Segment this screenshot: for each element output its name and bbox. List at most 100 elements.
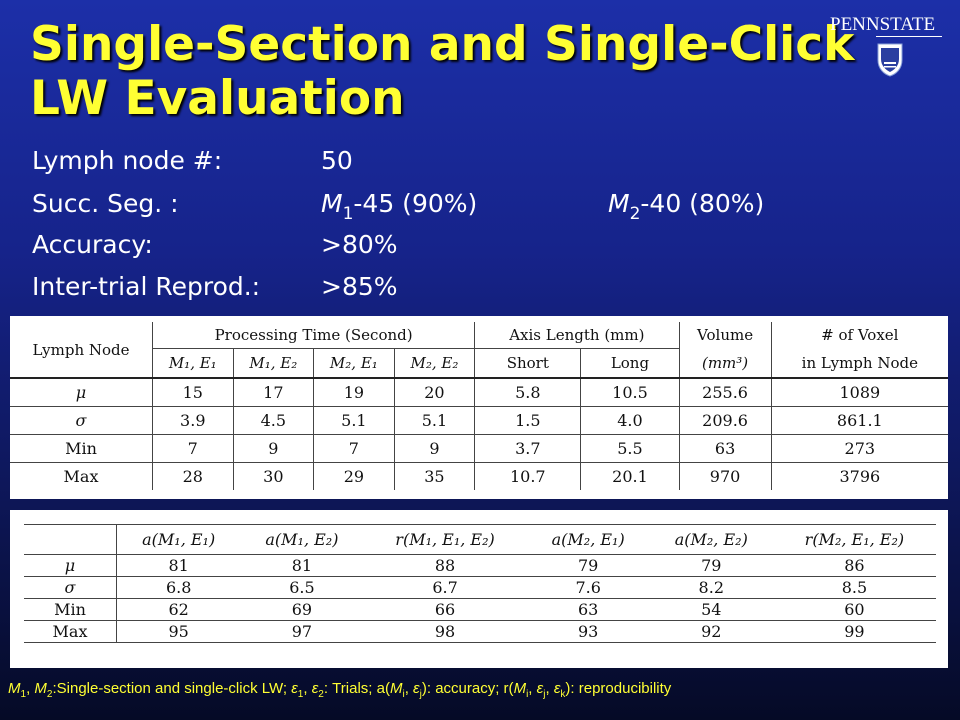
table-cell: 81 bbox=[168, 556, 189, 575]
table-cell: 69 bbox=[291, 600, 313, 619]
table-cell: 66 bbox=[434, 600, 456, 619]
subheader-m2e1: M₂, E₁ bbox=[313, 348, 395, 378]
table-cell: 60 bbox=[844, 600, 865, 619]
header-a-m1e1: a(M₁, E₁) bbox=[142, 530, 216, 549]
row-label: Max bbox=[10, 462, 153, 490]
pennstate-wordmark: PENNSTATE bbox=[830, 14, 936, 35]
header-r-m2: r(M₂, E₁, E₂) bbox=[804, 530, 905, 549]
table-cell: 95 bbox=[168, 622, 189, 641]
fn-e1: ε bbox=[291, 680, 298, 697]
fn-ek-sub: k bbox=[560, 689, 566, 700]
table-cell: 5.1 bbox=[394, 406, 476, 434]
fn-ej2-sub: j bbox=[543, 689, 546, 700]
subheader-voxel-desc: in Lymph Node bbox=[801, 353, 918, 372]
logo-rule bbox=[876, 36, 942, 37]
table-cell: 63 bbox=[679, 434, 772, 462]
row-label: μ bbox=[10, 378, 153, 406]
fn-desc3: ): accuracy; r( bbox=[421, 680, 514, 697]
seg-m1-symbol: M bbox=[321, 189, 343, 218]
row-header: Lymph Node bbox=[10, 322, 153, 379]
fn-ej2: ε bbox=[536, 680, 544, 697]
table-cell: 63 bbox=[577, 600, 599, 619]
table-row: Max 28 30 29 35 10.7 20.1 970 3796 bbox=[10, 462, 948, 490]
table-cell: 273 bbox=[844, 438, 876, 458]
fn-m1: M bbox=[8, 680, 21, 697]
row-label: Min bbox=[10, 434, 153, 462]
table-cell: 8.5 bbox=[841, 578, 868, 597]
table-cell: 5.1 bbox=[313, 406, 395, 434]
accuracy-table-panel: a(M₁, E₁) a(M₁, E₂) r(M₁, E₁, E₂) a(M₂, … bbox=[10, 510, 948, 668]
table-cell: 10.7 bbox=[474, 462, 582, 490]
accuracy-table: a(M₁, E₁) a(M₁, E₂) r(M₁, E₁, E₂) a(M₂, … bbox=[24, 524, 936, 643]
fn-m2: M bbox=[34, 680, 47, 697]
table-cell: 79 bbox=[701, 556, 722, 575]
table-cell: 92 bbox=[701, 622, 722, 641]
processing-time-table: Lymph Node Processing Time (Second) Axis… bbox=[10, 322, 948, 490]
table-cell: 5.5 bbox=[580, 434, 680, 462]
table-cell: 9 bbox=[394, 434, 476, 462]
table-cell: 20.1 bbox=[580, 462, 680, 490]
table-cell: 19 bbox=[313, 378, 395, 406]
table-row: σ 3.9 4.5 5.1 5.1 1.5 4.0 209.6 861.1 bbox=[10, 406, 948, 434]
table-cell: 88 bbox=[434, 556, 456, 575]
fn-sep3: , bbox=[404, 680, 414, 697]
table-cell: 4.0 bbox=[580, 406, 680, 434]
table-cell: 6.5 bbox=[289, 578, 315, 597]
header-r-m1: r(M₁, E₁, E₂) bbox=[395, 530, 495, 549]
group-header-processing: Processing Time (Second) bbox=[152, 322, 476, 349]
table-cell: 30 bbox=[233, 462, 315, 490]
fn-m2-sub: 2 bbox=[46, 689, 53, 700]
fn-ej: ε bbox=[413, 680, 420, 697]
fn-e2-sub: 2 bbox=[318, 689, 324, 700]
table-cell: 5.8 bbox=[474, 378, 582, 406]
table-cell: 1089 bbox=[839, 382, 881, 402]
fn-ej-sub: j bbox=[419, 689, 422, 700]
fn-sep4: , bbox=[528, 680, 537, 697]
table-cell: 7 bbox=[313, 434, 395, 462]
stat-seg-label: Succ. Seg. : bbox=[32, 189, 179, 218]
table-cell: 209.6 bbox=[679, 406, 772, 434]
table-row: μ 81 81 88 79 79 86 bbox=[24, 554, 936, 577]
table-cell: 7 bbox=[152, 434, 234, 462]
table-row: μ 15 17 19 20 5.8 10.5 255.6 1089 bbox=[10, 378, 948, 406]
table-cell: 4.5 bbox=[233, 406, 315, 434]
fn-m1-sub: 1 bbox=[20, 689, 27, 700]
table-row: Min 7 9 7 9 3.7 5.5 63 273 bbox=[10, 434, 948, 462]
row-label: μ bbox=[24, 554, 117, 577]
slide-title: Single-Section and Single-Click LW Evalu… bbox=[30, 17, 855, 126]
stat-lymph-value: 50 bbox=[321, 146, 353, 175]
stat-seg-m2: M2-40 (80%) bbox=[608, 189, 764, 224]
subheader-m1e2: M₁, E₂ bbox=[233, 348, 315, 378]
table-cell: 29 bbox=[313, 462, 395, 490]
table-cell: 7.6 bbox=[575, 578, 601, 597]
table-cell: 99 bbox=[844, 622, 865, 641]
row-label: Max bbox=[24, 620, 117, 643]
table-cell: 1.5 bbox=[474, 406, 582, 434]
table-cell: 17 bbox=[233, 378, 315, 406]
fn-desc4: ): reproducibility bbox=[565, 680, 672, 697]
fn-desc1: :Single-section and single-click LW; bbox=[52, 680, 292, 697]
table-cell: 62 bbox=[168, 600, 189, 619]
group-header-voxel: # of Voxel bbox=[821, 326, 899, 344]
stat-accuracy-value: >80% bbox=[321, 230, 398, 259]
table-cell: 861.1 bbox=[836, 410, 883, 430]
table-cell: 970 bbox=[679, 462, 772, 490]
processing-time-table-panel: Lymph Node Processing Time (Second) Axis… bbox=[10, 316, 948, 499]
group-header-axis: Axis Length (mm) bbox=[474, 322, 680, 349]
table-row: Max 95 97 98 93 92 99 bbox=[24, 620, 936, 643]
stat-seg-m1: M1-45 (90%) bbox=[321, 189, 477, 224]
fn-ek: ε bbox=[553, 680, 561, 697]
table-cell: 6.7 bbox=[432, 578, 458, 597]
subheader-m2e2: M₂, E₂ bbox=[394, 348, 476, 378]
stat-accuracy-label: Accuracy: bbox=[32, 230, 153, 259]
fn-mi2: M bbox=[513, 680, 527, 697]
fn-mi2-sub: i bbox=[526, 689, 529, 700]
table-cell: 79 bbox=[577, 556, 599, 575]
table-cell: 3796 bbox=[839, 466, 881, 486]
fn-mi: M bbox=[389, 680, 403, 697]
header-a-m1e2: a(M₁, E₂) bbox=[265, 530, 339, 549]
pennstate-logo: PENNSTATE bbox=[824, 12, 948, 77]
fn-sep5: , bbox=[545, 680, 554, 697]
fn-e2: ε bbox=[311, 680, 319, 697]
table-cell: 6.8 bbox=[165, 578, 192, 597]
